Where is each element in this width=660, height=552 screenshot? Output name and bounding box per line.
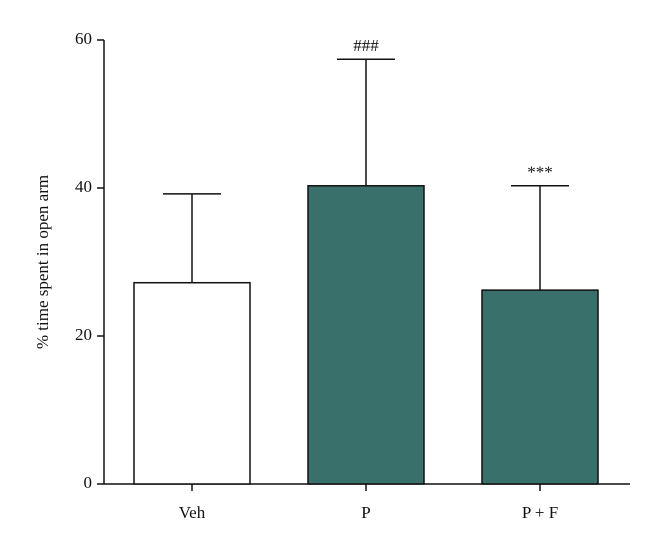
significance-label: *** (527, 163, 553, 182)
y-tick-label: 40 (75, 177, 92, 196)
y-tick-label: 20 (75, 325, 92, 344)
bar (133, 281, 251, 485)
bar (307, 185, 425, 485)
x-tick-label: Veh (179, 503, 206, 522)
significance-label: ### (353, 36, 379, 55)
y-tick-label: 0 (84, 473, 93, 492)
y-axis-label: % time spent in open arm (33, 175, 52, 349)
x-tick-label: P + F (522, 503, 558, 522)
x-tick-label: P (361, 503, 370, 522)
bar (481, 289, 599, 485)
y-tick-label: 60 (75, 29, 92, 48)
